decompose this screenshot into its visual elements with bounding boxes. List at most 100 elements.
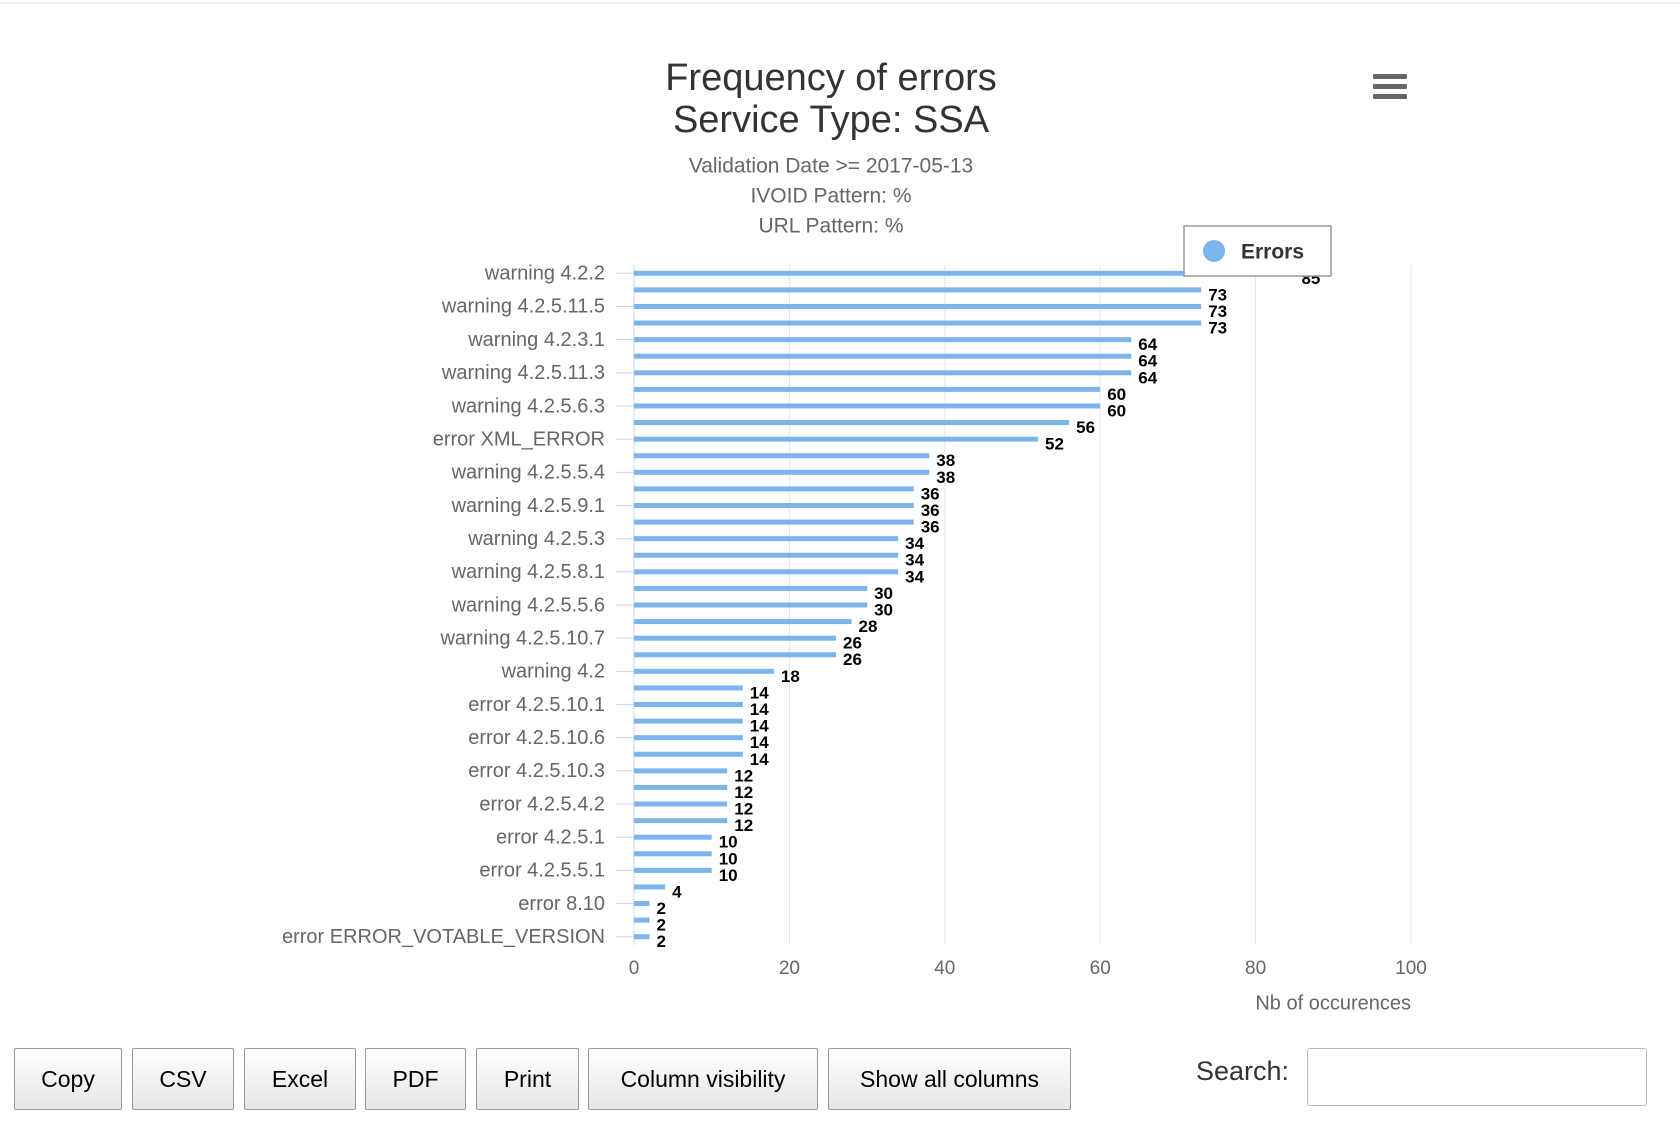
- x-tick-label: 0: [629, 958, 640, 979]
- legend: Errors: [1183, 225, 1332, 277]
- data-label: 64: [1138, 335, 1157, 354]
- excel-button[interactable]: Excel: [244, 1048, 356, 1110]
- data-label: 73: [1208, 302, 1227, 321]
- category-label: warning 4.2.5.11.3: [441, 362, 605, 384]
- bar: [634, 784, 728, 790]
- data-label: 10: [719, 866, 738, 885]
- bar: [634, 370, 1132, 376]
- data-label: 30: [874, 600, 893, 619]
- data-label: 64: [1138, 368, 1157, 387]
- category-label: warning 4.2.5.5.4: [451, 462, 605, 484]
- data-label: 2: [657, 916, 666, 935]
- data-label: 34: [905, 551, 924, 570]
- data-label: 12: [734, 783, 753, 802]
- bar: [634, 834, 712, 840]
- bar: [634, 685, 743, 691]
- legend-symbol: [1203, 240, 1225, 262]
- bar: [634, 867, 712, 873]
- bar: [634, 469, 930, 475]
- category-label: warning 4.2: [501, 661, 605, 683]
- category-label: error 8.10: [518, 893, 605, 915]
- category-label: warning 4.2.5.11.5: [441, 296, 605, 318]
- data-label: 34: [905, 534, 924, 553]
- data-label: 26: [843, 634, 862, 653]
- data-label: 36: [921, 501, 940, 520]
- print-button[interactable]: Print: [476, 1048, 579, 1110]
- pdf-button[interactable]: PDF: [365, 1048, 466, 1110]
- category-label: error 4.2.5.4.2: [479, 793, 605, 815]
- column-visibility-button[interactable]: Column visibility: [588, 1048, 818, 1110]
- csv-button[interactable]: CSV: [132, 1048, 234, 1110]
- category-label: error 4.2.5.10.1: [468, 694, 605, 716]
- data-label: 64: [1138, 352, 1157, 371]
- x-tick-label: 40: [934, 958, 955, 979]
- bar: [634, 320, 1202, 326]
- bar: [634, 303, 1202, 309]
- data-label: 14: [750, 733, 769, 752]
- bar: [634, 585, 868, 591]
- chart: Frequency of errors Service Type: SSA Va…: [0, 2, 1680, 1014]
- copy-button[interactable]: Copy: [14, 1048, 122, 1110]
- data-label: 38: [936, 451, 955, 470]
- data-label: 26: [843, 650, 862, 669]
- category-label: error 4.2.5.5.1: [479, 860, 605, 882]
- bar: [634, 353, 1132, 359]
- category-label: warning 4.2.5.6.3: [451, 395, 605, 417]
- bar: [634, 337, 1132, 343]
- bar: [634, 901, 650, 907]
- chart-subtitle: Validation Date >= 2017-05-13: [689, 155, 973, 178]
- x-tick-label: 60: [1090, 958, 1111, 979]
- data-label: 56: [1076, 418, 1095, 437]
- category-label: warning 4.2.5.9.1: [451, 495, 605, 517]
- bar: [634, 735, 743, 741]
- bar: [634, 453, 930, 459]
- category-label: error 4.2.5.10.6: [468, 727, 605, 749]
- bar: [634, 768, 728, 774]
- bar: [634, 403, 1101, 409]
- legend-label[interactable]: Errors: [1241, 241, 1304, 264]
- data-label: 30: [874, 584, 893, 603]
- bar: [634, 851, 712, 857]
- category-label: error 4.2.5.10.3: [468, 760, 605, 782]
- bar: [634, 569, 899, 575]
- search-input[interactable]: [1307, 1048, 1647, 1106]
- bar: [634, 486, 914, 492]
- bar: [634, 519, 914, 525]
- data-label: 34: [905, 567, 924, 586]
- data-label: 73: [1208, 285, 1227, 304]
- chart-title: Service Type: SSA: [673, 99, 990, 141]
- menu-button[interactable]: [1373, 74, 1407, 99]
- data-label: 36: [921, 484, 940, 503]
- data-label: 2: [657, 899, 666, 918]
- category-label: warning 4.2.5.3: [467, 528, 605, 550]
- y-axis-title: Nb of occurences: [1255, 992, 1411, 1014]
- data-label: 14: [750, 717, 769, 736]
- data-label: 10: [719, 833, 738, 852]
- x-tick-label: 20: [779, 958, 800, 979]
- data-label: 12: [734, 816, 753, 835]
- chart-subtitle: URL Pattern: %: [758, 215, 903, 238]
- category-label: error ERROR_VOTABLE_VERSION: [282, 926, 605, 948]
- chart-title: Frequency of errors: [665, 57, 997, 99]
- data-label: 2: [657, 932, 666, 951]
- data-label: 73: [1208, 319, 1227, 338]
- data-label: 10: [719, 849, 738, 868]
- data-label: 52: [1045, 435, 1064, 454]
- bar: [634, 619, 852, 625]
- category-label: error XML_ERROR: [433, 428, 605, 450]
- category-label: warning 4.2.5.10.7: [439, 627, 605, 649]
- show-all-columns-button[interactable]: Show all columns: [828, 1048, 1071, 1110]
- bar: [634, 386, 1101, 392]
- bar: [634, 270, 1295, 276]
- bar: [634, 635, 837, 641]
- bar: [634, 818, 728, 824]
- bar: [634, 287, 1202, 293]
- bar: [634, 536, 899, 542]
- category-label: warning 4.2.5.5.6: [451, 594, 605, 616]
- bar: [634, 668, 774, 674]
- data-label: 38: [936, 468, 955, 487]
- data-label: 60: [1107, 385, 1126, 404]
- x-tick-label: 100: [1395, 958, 1427, 979]
- bar: [634, 718, 743, 724]
